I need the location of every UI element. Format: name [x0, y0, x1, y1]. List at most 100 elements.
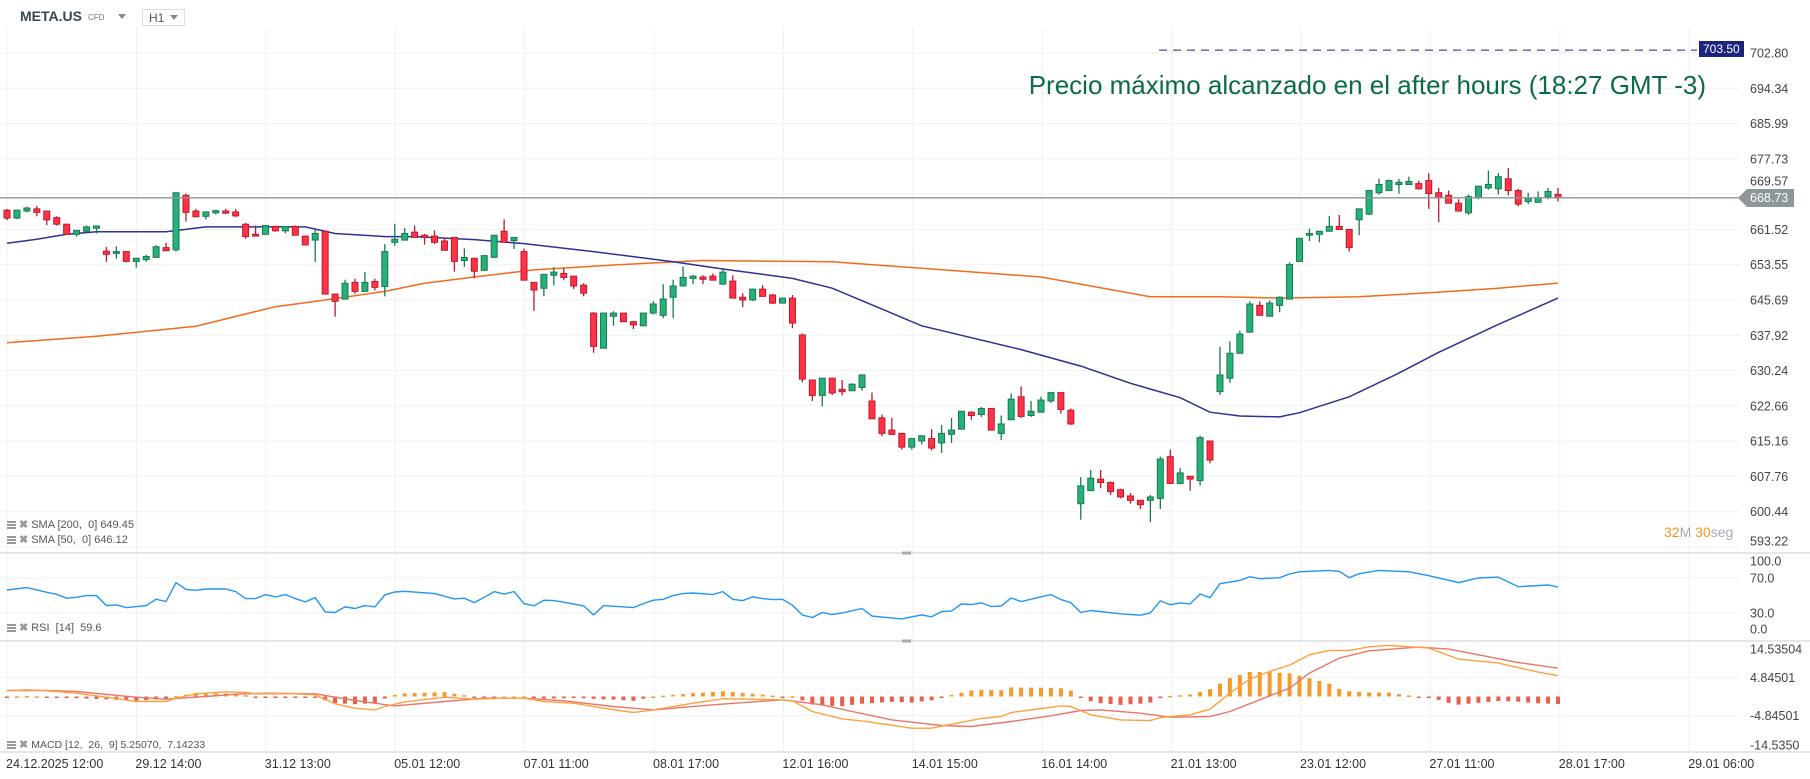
candle — [1266, 300, 1274, 317]
candle-body — [530, 281, 538, 291]
candle-body — [669, 285, 677, 298]
candle — [132, 257, 140, 268]
close-icon[interactable]: ✖ — [19, 534, 29, 546]
candle — [878, 414, 886, 437]
symbol-selector[interactable]: META.US CFD — [20, 8, 127, 24]
candle — [679, 266, 687, 287]
candle-body — [411, 231, 419, 238]
candle-body — [43, 210, 51, 221]
macd-histogram-bar — [104, 696, 109, 700]
macd-histogram-bar — [1556, 696, 1560, 704]
countdown-minutes-unit: M — [1679, 524, 1692, 540]
candle — [361, 272, 369, 292]
macd-histogram-bar — [522, 696, 526, 698]
candle — [53, 216, 61, 226]
close-icon[interactable]: ✖ — [19, 622, 29, 634]
candle — [1007, 393, 1015, 421]
macd-histogram-bar — [850, 696, 855, 705]
close-icon[interactable]: ✖ — [19, 519, 29, 531]
candle — [371, 278, 379, 291]
chevron-down-icon[interactable] — [118, 13, 127, 19]
candle-body — [997, 423, 1005, 434]
candle — [1415, 180, 1423, 190]
candle — [242, 222, 250, 239]
candle — [1246, 301, 1254, 333]
candle-body — [351, 281, 359, 292]
macd-histogram-bar — [164, 696, 169, 699]
candle — [401, 228, 409, 241]
settings-list-icon[interactable] — [7, 520, 16, 529]
macd-histogram-bar — [959, 692, 964, 697]
chevron-down-icon[interactable] — [170, 15, 178, 20]
candle — [192, 208, 200, 218]
candle — [987, 407, 995, 431]
candle-body — [162, 247, 170, 252]
macd-histogram-bar — [1088, 696, 1093, 702]
macd-histogram-bar — [840, 696, 845, 707]
candle-body — [987, 407, 995, 431]
x-tick-label: 27.01 11:00 — [1429, 757, 1494, 771]
macd-histogram-bar — [1536, 696, 1541, 704]
candle-body — [1017, 396, 1025, 417]
candle-body — [868, 400, 876, 420]
close-icon[interactable]: ✖ — [19, 739, 29, 751]
x-tick-label: 21.01 13:00 — [1171, 757, 1237, 771]
macd-histogram-bar — [1367, 692, 1372, 697]
macd-histogram-bar — [472, 696, 477, 698]
timeframe-selector[interactable]: H1 — [142, 9, 185, 26]
y-tick-label: 593.22 — [1750, 535, 1788, 549]
candle-body — [1484, 183, 1492, 189]
candle — [888, 417, 896, 435]
macd-histogram-bar — [1526, 696, 1531, 703]
candle — [739, 293, 747, 308]
macd-histogram-bar — [74, 696, 79, 699]
settings-list-icon[interactable] — [7, 535, 16, 544]
candle-body — [73, 229, 81, 235]
candle — [33, 205, 41, 217]
macd-histogram-bar — [1416, 696, 1421, 698]
macd-histogram-bar — [1337, 688, 1342, 697]
macd-histogram-bar — [1446, 696, 1451, 703]
candle-body — [361, 281, 369, 292]
candle-body — [808, 379, 816, 396]
settings-list-icon[interactable] — [7, 740, 16, 749]
macd-histogram-bar — [601, 696, 606, 700]
candle — [1186, 475, 1194, 491]
high-price-badge: 703.50 — [1699, 41, 1744, 58]
macd-histogram-bar — [1178, 695, 1183, 697]
candle-body — [232, 211, 240, 217]
sma50-line — [6, 226, 1559, 418]
candle-body — [132, 257, 140, 262]
candle — [1534, 191, 1542, 203]
candle-body — [689, 275, 697, 279]
macd-histogram-bar — [989, 689, 994, 697]
candle-body — [460, 256, 468, 262]
candle — [1166, 449, 1174, 484]
candle-body — [1435, 192, 1443, 199]
candle-body — [590, 312, 598, 347]
candle-body — [281, 225, 289, 232]
y-tick-label: 669.57 — [1750, 174, 1788, 188]
settings-list-icon[interactable] — [7, 623, 16, 632]
rsi-tick-label: 70.0 — [1750, 572, 1774, 586]
candle-body — [888, 429, 896, 435]
panel-resize-handle[interactable] — [902, 551, 911, 555]
candle — [779, 297, 786, 304]
candle-body — [172, 192, 180, 251]
macd-histogram-bar — [1436, 696, 1441, 700]
macd-histogram-bar — [1466, 696, 1471, 704]
candle-body — [560, 272, 568, 278]
candle — [1504, 168, 1512, 196]
macd-histogram-bar — [1257, 671, 1262, 697]
candle — [73, 229, 81, 237]
macd-histogram-bar — [402, 693, 407, 697]
countdown-seconds: 30 — [1695, 524, 1711, 540]
candle — [1305, 228, 1313, 241]
macd-histogram-bar — [621, 696, 626, 701]
candle — [1196, 435, 1204, 486]
candle — [63, 223, 71, 235]
panel-resize-handle[interactable] — [902, 639, 911, 643]
candle-body — [957, 410, 965, 430]
macd-histogram-bar — [1277, 672, 1282, 697]
